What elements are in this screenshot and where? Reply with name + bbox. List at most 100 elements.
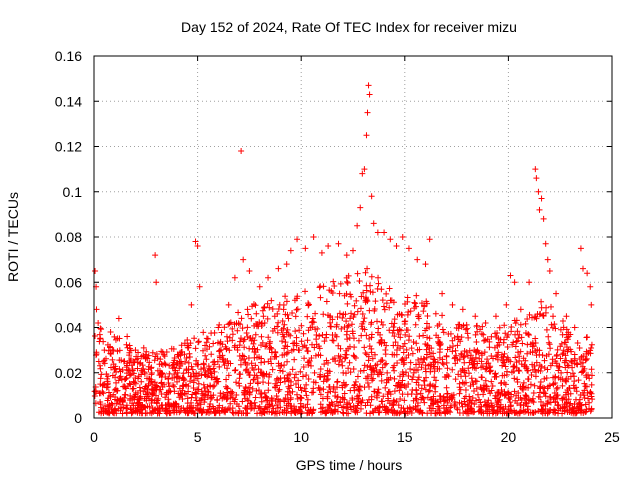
data-point xyxy=(285,383,292,390)
data-point xyxy=(316,284,323,291)
data-point xyxy=(279,368,286,375)
data-point xyxy=(472,377,479,384)
data-point xyxy=(305,359,312,366)
data-point xyxy=(331,283,338,290)
data-point xyxy=(110,361,117,368)
data-point xyxy=(244,306,251,313)
data-point xyxy=(451,399,458,406)
data-point xyxy=(286,371,293,378)
data-point xyxy=(481,349,488,356)
data-point xyxy=(152,353,159,360)
data-point xyxy=(149,381,156,388)
data-point xyxy=(589,396,596,403)
x-tick-label: 10 xyxy=(293,429,309,445)
data-point xyxy=(468,400,475,407)
y-tick-label: 0.14 xyxy=(55,93,82,109)
data-point xyxy=(495,335,502,342)
data-point xyxy=(242,385,249,392)
data-point xyxy=(426,387,433,394)
data-point xyxy=(92,333,99,340)
data-point xyxy=(496,324,503,331)
data-point xyxy=(443,359,450,366)
data-point xyxy=(107,392,114,399)
data-point xyxy=(348,406,355,413)
data-point xyxy=(275,319,282,326)
data-point xyxy=(279,318,286,325)
data-point xyxy=(248,404,255,411)
data-point xyxy=(453,325,460,332)
data-point xyxy=(364,265,371,272)
data-point xyxy=(218,346,225,353)
data-point xyxy=(239,398,246,405)
data-point xyxy=(252,402,259,409)
data-point xyxy=(131,359,138,366)
data-point xyxy=(210,365,217,372)
data-point xyxy=(263,397,270,404)
data-point xyxy=(399,391,406,398)
data-point xyxy=(527,341,534,348)
data-point xyxy=(343,274,350,281)
data-point xyxy=(361,166,368,173)
data-point xyxy=(374,318,381,325)
data-point xyxy=(384,391,391,398)
data-point xyxy=(301,385,308,392)
data-point xyxy=(292,410,299,417)
data-point xyxy=(581,394,588,401)
data-point xyxy=(313,331,320,338)
data-point xyxy=(520,402,527,409)
data-point xyxy=(108,364,115,371)
data-point xyxy=(134,365,141,372)
data-point xyxy=(291,339,298,346)
data-point xyxy=(249,385,256,392)
data-point xyxy=(378,398,385,405)
data-point xyxy=(97,325,104,332)
data-point xyxy=(366,343,373,350)
data-point xyxy=(384,369,391,376)
data-point xyxy=(381,229,388,236)
data-point xyxy=(174,351,181,358)
data-point xyxy=(170,359,177,366)
data-point xyxy=(527,381,534,388)
data-point xyxy=(375,389,382,396)
data-point xyxy=(115,315,122,322)
data-point xyxy=(363,332,370,339)
data-point xyxy=(343,252,350,259)
data-point xyxy=(253,310,260,317)
data-point xyxy=(462,326,469,333)
data-point xyxy=(156,372,163,379)
data-point xyxy=(294,236,301,243)
data-point xyxy=(421,378,428,385)
data-point xyxy=(565,346,572,353)
data-point xyxy=(367,402,374,409)
data-point xyxy=(368,371,375,378)
data-point xyxy=(127,356,134,363)
data-point xyxy=(419,394,426,401)
x-tick-label: 0 xyxy=(90,429,98,445)
data-point xyxy=(352,378,359,385)
data-point xyxy=(456,390,463,397)
data-point xyxy=(401,397,408,404)
data-point xyxy=(195,380,202,387)
data-point xyxy=(111,410,118,417)
data-point xyxy=(571,378,578,385)
data-point xyxy=(368,349,375,356)
data-point xyxy=(236,371,243,378)
data-point xyxy=(91,393,98,400)
data-point xyxy=(253,372,260,379)
data-point xyxy=(587,283,594,290)
data-point xyxy=(376,339,383,346)
data-point xyxy=(323,377,330,384)
data-point xyxy=(394,359,401,366)
data-point xyxy=(113,387,120,394)
data-point xyxy=(210,392,217,399)
data-point xyxy=(236,408,243,415)
data-point xyxy=(387,236,394,243)
data-point xyxy=(344,336,351,343)
data-point xyxy=(302,288,309,295)
data-point xyxy=(242,360,249,367)
data-point xyxy=(381,361,388,368)
data-point xyxy=(410,338,417,345)
data-point xyxy=(320,386,327,393)
data-point xyxy=(196,406,203,413)
data-point xyxy=(364,399,371,406)
